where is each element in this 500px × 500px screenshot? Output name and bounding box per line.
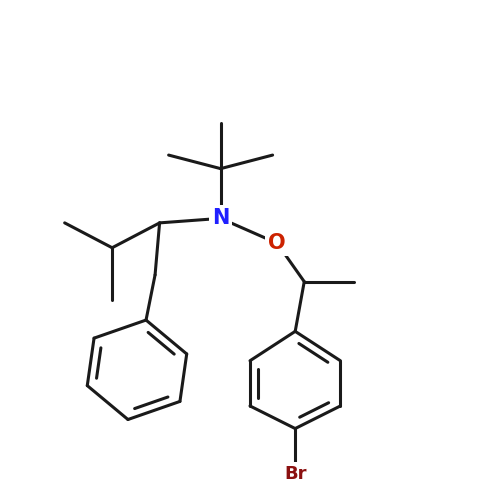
Text: N: N <box>212 208 230 229</box>
Text: O: O <box>268 233 286 253</box>
Text: Br: Br <box>284 465 306 483</box>
